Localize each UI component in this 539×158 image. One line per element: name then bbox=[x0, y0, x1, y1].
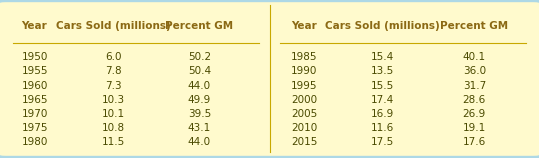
Text: Year: Year bbox=[291, 21, 317, 30]
Text: 7.3: 7.3 bbox=[105, 81, 121, 91]
Text: 2010: 2010 bbox=[291, 123, 317, 133]
Text: 10.1: 10.1 bbox=[102, 109, 125, 119]
Text: 2005: 2005 bbox=[291, 109, 317, 119]
Text: 17.4: 17.4 bbox=[371, 95, 395, 105]
Text: 17.5: 17.5 bbox=[371, 137, 395, 147]
Text: 13.5: 13.5 bbox=[371, 66, 395, 76]
Text: 1985: 1985 bbox=[291, 52, 317, 62]
Text: Cars Sold (millions): Cars Sold (millions) bbox=[56, 21, 170, 30]
Text: 1965: 1965 bbox=[22, 95, 48, 105]
Text: 44.0: 44.0 bbox=[188, 81, 211, 91]
Text: 10.8: 10.8 bbox=[102, 123, 125, 133]
Text: 1990: 1990 bbox=[291, 66, 317, 76]
Text: Year: Year bbox=[22, 21, 47, 30]
Text: 15.4: 15.4 bbox=[371, 52, 395, 62]
Text: 1955: 1955 bbox=[22, 66, 48, 76]
Text: 39.5: 39.5 bbox=[188, 109, 211, 119]
Text: 1975: 1975 bbox=[22, 123, 48, 133]
Text: 26.9: 26.9 bbox=[462, 109, 486, 119]
Text: 7.8: 7.8 bbox=[105, 66, 121, 76]
Text: 19.1: 19.1 bbox=[462, 123, 486, 133]
Text: 2015: 2015 bbox=[291, 137, 317, 147]
Text: Cars Sold (millions): Cars Sold (millions) bbox=[326, 21, 440, 30]
Text: 31.7: 31.7 bbox=[462, 81, 486, 91]
Text: 28.6: 28.6 bbox=[462, 95, 486, 105]
Text: 50.4: 50.4 bbox=[188, 66, 211, 76]
Text: 40.1: 40.1 bbox=[463, 52, 486, 62]
Text: 1950: 1950 bbox=[22, 52, 48, 62]
Text: 11.6: 11.6 bbox=[371, 123, 395, 133]
Text: 17.6: 17.6 bbox=[462, 137, 486, 147]
Text: 16.9: 16.9 bbox=[371, 109, 395, 119]
Text: 50.2: 50.2 bbox=[188, 52, 211, 62]
Text: 1995: 1995 bbox=[291, 81, 317, 91]
Text: 6.0: 6.0 bbox=[105, 52, 121, 62]
Text: 44.0: 44.0 bbox=[188, 137, 211, 147]
Text: 1960: 1960 bbox=[22, 81, 48, 91]
Text: 15.5: 15.5 bbox=[371, 81, 395, 91]
Text: 43.1: 43.1 bbox=[188, 123, 211, 133]
Text: Percent GM: Percent GM bbox=[440, 21, 508, 30]
Text: 2000: 2000 bbox=[291, 95, 317, 105]
Text: Percent GM: Percent GM bbox=[165, 21, 233, 30]
Text: 1980: 1980 bbox=[22, 137, 48, 147]
Text: 1970: 1970 bbox=[22, 109, 48, 119]
Text: 10.3: 10.3 bbox=[102, 95, 125, 105]
Text: 36.0: 36.0 bbox=[463, 66, 486, 76]
Text: 49.9: 49.9 bbox=[188, 95, 211, 105]
Text: 11.5: 11.5 bbox=[101, 137, 125, 147]
